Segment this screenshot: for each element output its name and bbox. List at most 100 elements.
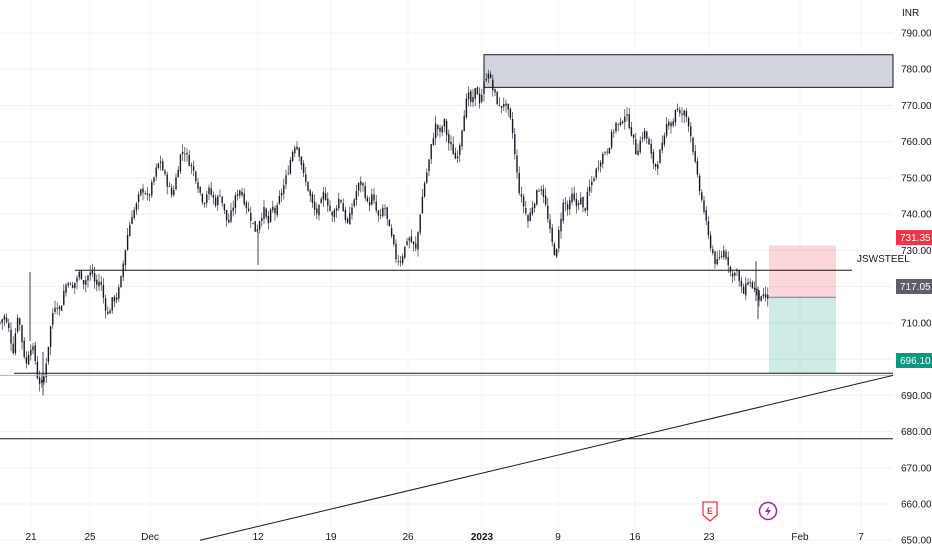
candle-body [192, 166, 195, 171]
candle-body [208, 187, 210, 195]
candle-body [56, 308, 58, 309]
candle-body [551, 227, 553, 243]
candle-body [509, 108, 512, 119]
candle-body [263, 206, 265, 219]
candle-body [371, 194, 373, 205]
candle-body [89, 272, 91, 276]
dividend-event-icon[interactable] [758, 501, 778, 521]
candle-body [742, 286, 745, 294]
candle-body [522, 196, 525, 207]
candle-body [102, 284, 105, 298]
candle-body [71, 285, 74, 288]
candle-body [195, 171, 197, 182]
candle-body [30, 349, 32, 356]
candle-body [357, 182, 360, 191]
candle-body [111, 297, 113, 311]
candle-body [153, 177, 155, 182]
candle-body [564, 202, 567, 204]
drawing-zones[interactable] [483, 54, 894, 374]
candle-body [289, 160, 292, 174]
candle-body [615, 122, 617, 131]
candle-body [65, 284, 67, 293]
candle-body [327, 198, 329, 206]
gridlines [0, 0, 893, 541]
candle-body [641, 137, 644, 139]
candle-body [586, 191, 589, 211]
candle-body [518, 172, 520, 194]
drawing-lines[interactable] [0, 269, 894, 541]
candle-body [626, 114, 628, 116]
candle-body [498, 104, 501, 106]
candle-body [434, 123, 437, 139]
candle-body [107, 311, 109, 314]
candle-body [318, 204, 320, 216]
rising-trendline[interactable] [199, 374, 894, 541]
position-stop-zone[interactable] [769, 245, 836, 298]
candle-body [78, 271, 80, 278]
candle-body [613, 131, 615, 133]
candle-body [476, 87, 479, 95]
candle-body [707, 221, 710, 236]
candle-body [560, 218, 562, 232]
candle-body [467, 92, 470, 100]
candle-body [54, 307, 56, 312]
time-axis[interactable]: 21 25 Dec 12 19 26 2023 9 16 23 Feb 7 [25, 532, 864, 543]
candle-body [69, 283, 72, 285]
candle-body [448, 134, 450, 144]
position-target-zone[interactable] [769, 297, 836, 374]
candle-body [665, 123, 668, 136]
candle-body [738, 270, 740, 282]
candle-body [294, 147, 296, 154]
candle-body [168, 186, 171, 187]
candle-body [421, 196, 424, 214]
candle-body [179, 154, 182, 172]
candle-body [558, 230, 560, 249]
x-tick-label: 21 [25, 532, 37, 543]
candle-body [549, 219, 551, 229]
candle-body [540, 189, 542, 191]
candle-body [272, 206, 274, 211]
candle-body [639, 140, 641, 153]
candle-body [340, 200, 342, 203]
candle-body [712, 249, 714, 254]
candle-body [87, 275, 89, 281]
candle-body [333, 209, 336, 218]
candle-body [34, 345, 36, 362]
candle-body [157, 163, 160, 168]
candle-body [375, 201, 377, 211]
candle-body [681, 113, 683, 115]
candle-body [269, 209, 272, 222]
candle-body [373, 194, 375, 201]
candle-body [474, 88, 476, 99]
candle-body [544, 195, 547, 205]
candle-body [228, 219, 230, 223]
candle-body [390, 228, 393, 236]
candle-body [690, 126, 692, 137]
candle-body [619, 122, 622, 126]
candle-body [672, 121, 674, 126]
candle-body [164, 170, 166, 174]
candle-body [602, 153, 604, 164]
candle-body [267, 215, 270, 224]
resistance-zone[interactable] [483, 54, 894, 88]
candle-body [621, 121, 624, 124]
candle-body [569, 200, 571, 210]
candle-body [384, 208, 386, 209]
candle-body [404, 246, 406, 258]
earnings-event-icon[interactable]: E [702, 501, 718, 522]
candle-body [483, 81, 485, 95]
candle-body [593, 178, 595, 182]
candle-body [115, 297, 118, 300]
candle-body [762, 294, 765, 297]
candle-body [190, 164, 193, 167]
price-candles [0, 69, 769, 396]
candle-body [184, 153, 186, 155]
candle-body [23, 340, 25, 357]
candle-body [36, 361, 39, 379]
candle-body [309, 190, 311, 196]
x-tick-label: 2023 [471, 532, 494, 543]
candle-body [27, 355, 30, 365]
candle-body [432, 138, 435, 146]
x-tick-label: 26 [402, 532, 414, 543]
